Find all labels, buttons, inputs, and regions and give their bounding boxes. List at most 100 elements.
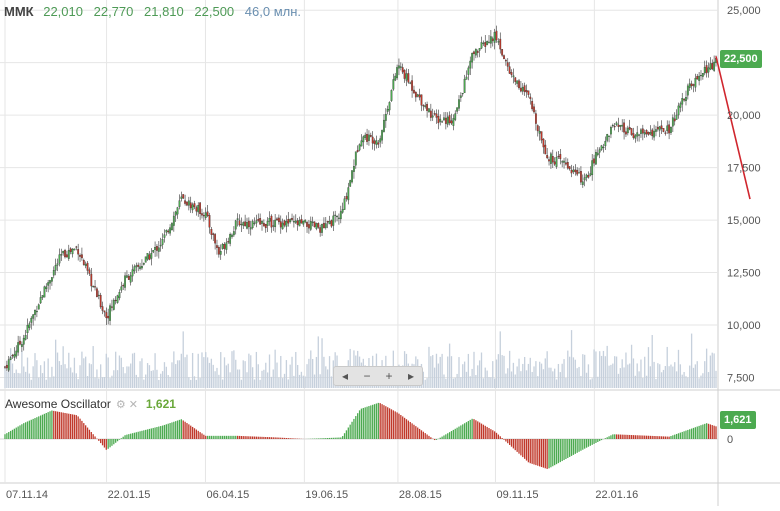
candle-body [336,215,338,218]
volume-bar [124,373,126,388]
candle-body [705,65,708,74]
volume-bar [203,357,205,388]
candle-body [148,254,151,260]
candle-body [459,95,462,98]
close-icon[interactable]: ✕ [128,399,138,411]
candle-body [698,75,701,81]
volume-bar [141,358,143,388]
volume-bar [131,353,134,388]
zoom-out-button[interactable]: − [363,369,371,383]
candle-body [563,160,565,163]
volume-bar [662,369,665,388]
candle-body [707,67,710,73]
candle-body [73,248,76,251]
volume-bar [242,360,244,388]
candle-body [15,350,18,357]
candle-body [435,113,438,118]
volume-bar [435,353,438,388]
candle-body [437,116,440,124]
volume-bar [683,371,685,388]
candle-body [281,222,284,230]
candle-body [161,239,164,245]
zoom-in-button[interactable]: + [385,369,393,383]
candle-body [559,154,562,160]
candle-body [690,83,693,87]
volume-bar [268,354,271,388]
volume-bar [165,366,167,388]
candle-body [433,113,436,115]
volume-bar [606,345,608,388]
x-tick-label: 07.11.14 [6,489,48,501]
volume-bar [422,371,425,388]
candle-body [503,55,505,60]
candle-body [495,30,498,41]
volume-bar [193,376,196,388]
volume-bar [146,363,149,388]
volume-bar [488,377,490,388]
volume-bar [649,366,651,388]
candle-body [240,224,243,226]
candle-body [630,128,633,135]
volume-bar [105,353,107,388]
candle-body [206,211,209,216]
candle-body [580,171,582,183]
volume-bar [223,357,226,388]
scroll-right-button[interactable]: ▸ [407,369,415,383]
candle-body [514,77,517,82]
trendline [715,56,751,200]
oscillator-name[interactable]: Awesome Oscillator [5,397,111,411]
volume-bar [43,361,46,388]
volume-bar [660,372,663,388]
volume-bar [587,364,590,388]
candle-body [139,266,141,269]
candle-body [497,41,500,43]
candle-body [264,224,267,229]
candle-body [236,218,239,220]
volume-bar [280,355,282,388]
volume-bar [310,350,312,388]
candle-body [86,262,89,271]
candle-body [403,69,406,79]
volume-bar [484,367,486,388]
candle-body [242,222,245,226]
candle-body [294,220,297,223]
x-tick-label: 06.04.15 [206,489,249,501]
candle-body [321,224,323,233]
ticker-symbol[interactable]: ММК [4,4,34,19]
volume-bar [645,375,648,388]
volume-bar [475,375,477,388]
candle-body [317,223,320,228]
volume-bar [229,372,231,388]
volume-bar [529,357,531,388]
volume-bar [47,358,49,388]
candle-body [99,294,102,308]
volume-bar [690,333,693,388]
volume-bar [235,359,237,388]
candle-body [519,87,522,92]
volume-bar [218,374,220,388]
candle-body [277,217,280,223]
candle-body [107,315,110,319]
volume-bar [53,376,55,388]
gear-icon[interactable]: ⚙ [115,399,126,411]
volume-bar [694,364,697,388]
candle-body [47,282,50,286]
volume-bar [681,374,683,388]
candle-body [499,38,502,50]
volume-bar [156,369,158,388]
candle-body [493,32,496,43]
candle-body [399,66,402,68]
scroll-left-button[interactable]: ◂ [341,369,349,383]
candle-body [157,247,160,252]
candle-body [623,122,625,133]
candle-body [686,85,689,96]
volume-bar [454,377,456,388]
volume-bar [546,351,548,388]
volume-bar [306,364,308,388]
volume-bar [19,373,21,388]
candle-body [324,223,327,228]
candle-body [306,222,308,227]
candle-body [88,269,91,274]
candle-body [293,221,295,223]
